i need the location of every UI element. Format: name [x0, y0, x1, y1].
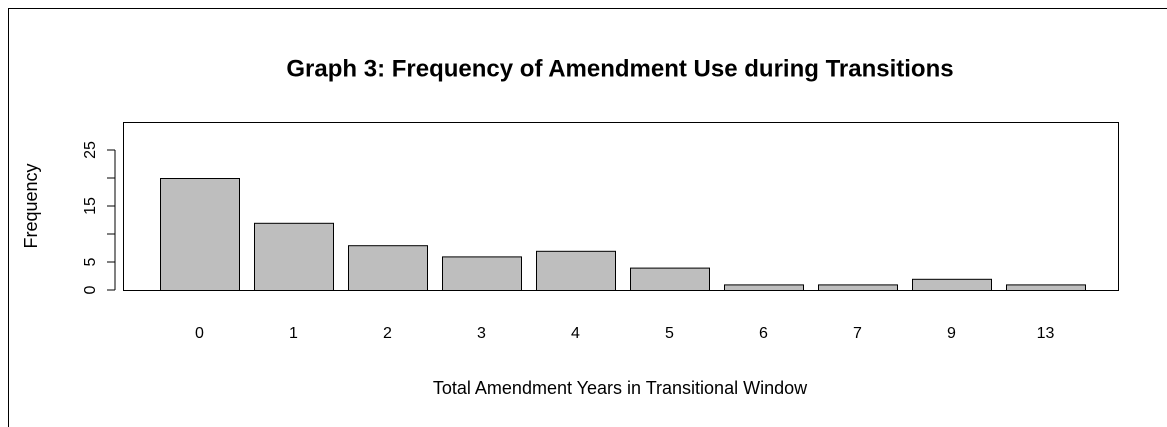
bar [254, 222, 334, 291]
x-tick-label: 7 [853, 325, 862, 342]
y-axis-label: Frequency [21, 163, 41, 248]
plot-box [123, 122, 1119, 291]
y-tick-label: 5 [82, 257, 99, 266]
bar [630, 267, 710, 292]
x-axis-label: Total Amendment Years in Transitional Wi… [433, 378, 808, 398]
bar [536, 250, 616, 292]
bar [724, 284, 804, 291]
frame [8, 8, 1167, 427]
bar [160, 178, 240, 291]
bar [442, 256, 522, 291]
bar [818, 284, 898, 291]
x-tick-label: 13 [1037, 325, 1055, 342]
x-tick-label: 0 [195, 325, 204, 342]
x-tick-label: 3 [477, 325, 486, 342]
bar [912, 278, 992, 291]
y-tick-label: 0 [82, 285, 99, 294]
x-tick-label: 2 [383, 325, 392, 342]
chart-title: Graph 3: Frequency of Amendment Use duri… [286, 55, 953, 82]
x-tick-label: 9 [947, 325, 956, 342]
x-tick-label: 5 [665, 325, 674, 342]
bar [1006, 284, 1086, 291]
y-tick-label: 15 [82, 197, 99, 215]
x-tick-label: 1 [289, 325, 298, 342]
x-tick-label: 4 [571, 325, 580, 342]
bar [348, 245, 428, 291]
y-tick-label: 25 [82, 141, 99, 159]
x-tick-label: 6 [759, 325, 768, 342]
